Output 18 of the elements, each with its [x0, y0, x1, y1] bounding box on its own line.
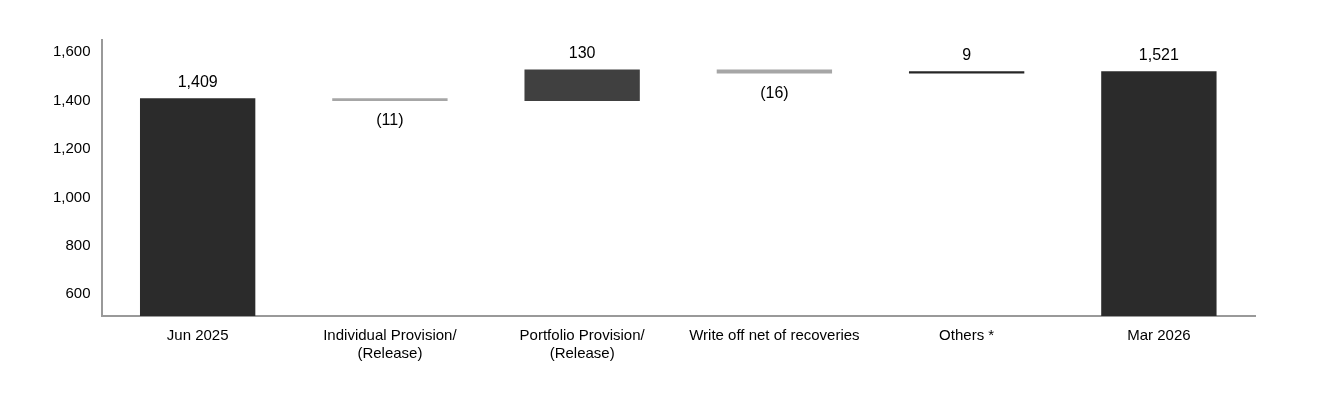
x-tick-label: Others * [939, 326, 995, 344]
y-tick-label: 600 [65, 284, 91, 302]
y-tick-label: 1,200 [52, 139, 91, 157]
data-label: 1,521 [1138, 45, 1179, 63]
data-label: 1,409 [177, 72, 218, 90]
x-tick-label: Write off net of recoveries [689, 326, 860, 344]
data-label: (16) [760, 83, 789, 101]
data-label: (11) [376, 111, 404, 129]
x-tick-label: Individual Provision/ (Release) [323, 326, 458, 362]
x-tick-label: Mar 2026 [1127, 326, 1191, 344]
y-tick-label: 800 [65, 235, 91, 253]
x-tick-label: Jun 2025 [166, 326, 229, 344]
y-tick-label: 1,400 [52, 90, 91, 108]
data-label: 130 [568, 43, 596, 61]
y-tick-label: 1,600 [52, 42, 91, 60]
data-label: 9 [962, 45, 972, 63]
y-tick-label: 1,000 [52, 187, 91, 205]
x-tick-label: Portfolio Provision/ (Release) [519, 326, 646, 362]
